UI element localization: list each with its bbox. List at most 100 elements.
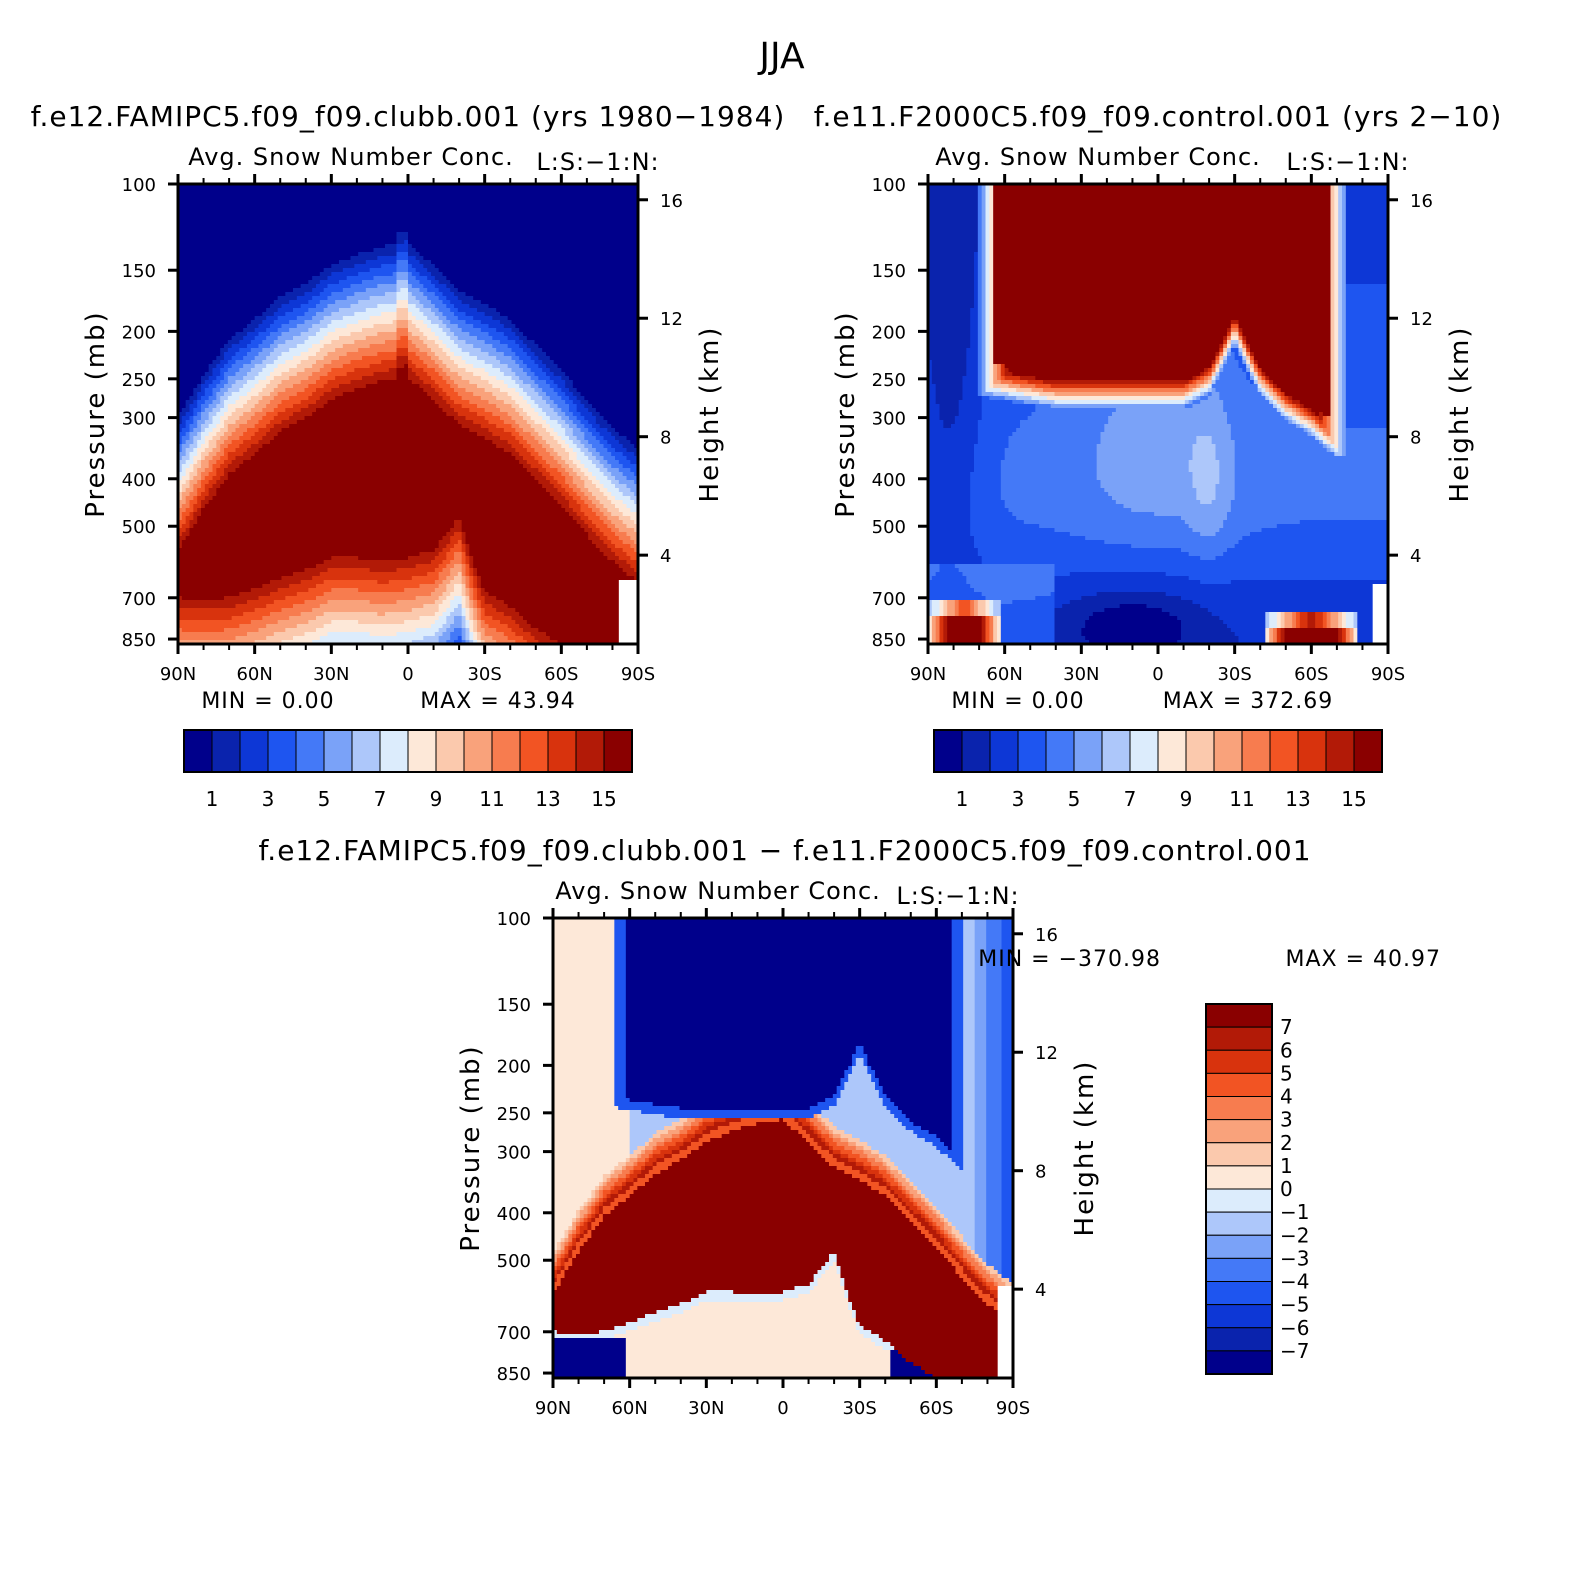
contour-cell <box>1204 368 1209 373</box>
contour-cell <box>396 296 409 301</box>
contour-cell <box>986 1138 1003 1143</box>
contour-cell <box>1330 280 1335 285</box>
x-tick-label: 60S <box>544 664 578 685</box>
contour-cell <box>446 344 459 349</box>
contour-cell <box>955 1234 964 1239</box>
contour-cell <box>511 356 520 361</box>
colorbar-box <box>1017 729 1047 773</box>
contour-cell <box>928 220 979 225</box>
contour-cell <box>231 432 244 437</box>
contour-cell <box>243 328 256 333</box>
contour-cell <box>1000 616 1056 621</box>
contour-cell <box>1372 592 1388 597</box>
contour-cell <box>939 408 960 413</box>
contour-cell <box>1273 636 1278 641</box>
contour-cell <box>1227 328 1232 333</box>
contour-cell <box>798 1130 807 1135</box>
contour-cell <box>239 340 252 345</box>
contour-cell <box>1200 500 1213 505</box>
contour-cell <box>939 604 944 609</box>
contour-cell <box>1326 420 1332 425</box>
contour-cell <box>503 632 516 637</box>
contour-cell <box>538 640 559 644</box>
contour-cell <box>262 388 275 393</box>
contour-cell <box>928 548 979 553</box>
contour-cell <box>993 600 1002 605</box>
contour-cell <box>974 1154 987 1159</box>
contour-cell <box>951 950 964 955</box>
contour-cell <box>1307 424 1312 429</box>
contour-cell <box>473 596 478 601</box>
contour-cell <box>592 508 601 513</box>
contour-cell <box>928 392 937 397</box>
contour-cell <box>1008 368 1205 373</box>
contour-cell <box>473 572 478 577</box>
contour-cell <box>431 348 444 353</box>
contour-cell <box>618 440 631 445</box>
contour-cell <box>457 420 474 425</box>
contour-cell <box>189 532 447 537</box>
contour-cell <box>454 524 463 529</box>
contour-cell <box>993 204 1332 209</box>
contour-cell <box>477 412 493 417</box>
contour-cell <box>1196 384 1201 389</box>
contour-cell <box>989 328 994 333</box>
contour-cell <box>404 620 436 625</box>
contour-cell <box>587 1226 592 1231</box>
contour-cell <box>836 1126 907 1131</box>
contour-cell <box>985 212 990 217</box>
contour-cell <box>599 488 608 493</box>
contour-cell <box>181 492 191 497</box>
contour-cell <box>365 336 398 341</box>
contour-cell <box>936 1134 953 1139</box>
contour-cell <box>928 552 979 557</box>
contour-cell <box>981 204 987 209</box>
contour-cell <box>434 600 444 605</box>
contour-cell <box>1342 428 1347 433</box>
contour-cell <box>1303 416 1309 421</box>
contour-cell <box>583 1218 589 1223</box>
contour-cell <box>1234 480 1388 485</box>
contour-cell <box>951 1146 964 1151</box>
contour-cell <box>1334 316 1339 321</box>
contour-cell <box>878 1078 953 1083</box>
contour-cell <box>273 416 290 421</box>
contour-cell <box>224 384 233 389</box>
contour-cell <box>477 584 482 589</box>
contour-cell <box>423 388 436 393</box>
contour-cell <box>981 348 987 353</box>
contour-cell <box>477 404 497 409</box>
contour-cell <box>300 580 325 585</box>
contour-cell <box>1338 256 1343 261</box>
contour-cell <box>951 978 964 983</box>
contour-cell <box>928 612 933 617</box>
contour-cell <box>396 356 409 361</box>
contour-cell <box>997 628 1002 633</box>
contour-cell <box>985 264 990 269</box>
contour-cell <box>1257 360 1332 365</box>
contour-cell <box>602 1210 612 1215</box>
contour-cell <box>1299 620 1309 625</box>
contour-cell <box>572 384 638 389</box>
contour-cell <box>629 1134 654 1139</box>
contour-cell <box>614 938 627 943</box>
contour-cell <box>1242 328 1332 333</box>
contour-cell <box>840 1154 849 1159</box>
contour-cell <box>974 966 987 971</box>
contour-cell <box>921 1194 926 1199</box>
contour-cell <box>208 452 217 457</box>
contour-cell <box>220 436 229 441</box>
contour-cell <box>178 372 206 377</box>
contour-cell <box>457 344 474 349</box>
contour-cell <box>989 192 994 197</box>
contour-cell <box>247 344 260 349</box>
contour-cell <box>932 1226 937 1231</box>
contour-cell <box>450 572 459 577</box>
contour-cell <box>974 1022 987 1027</box>
contour-cell <box>1211 364 1217 369</box>
contour-cell <box>940 1218 945 1223</box>
contour-cell <box>935 624 941 629</box>
contour-cell <box>1296 620 1301 625</box>
contour-cell <box>212 388 221 393</box>
contour-cell <box>178 412 187 417</box>
